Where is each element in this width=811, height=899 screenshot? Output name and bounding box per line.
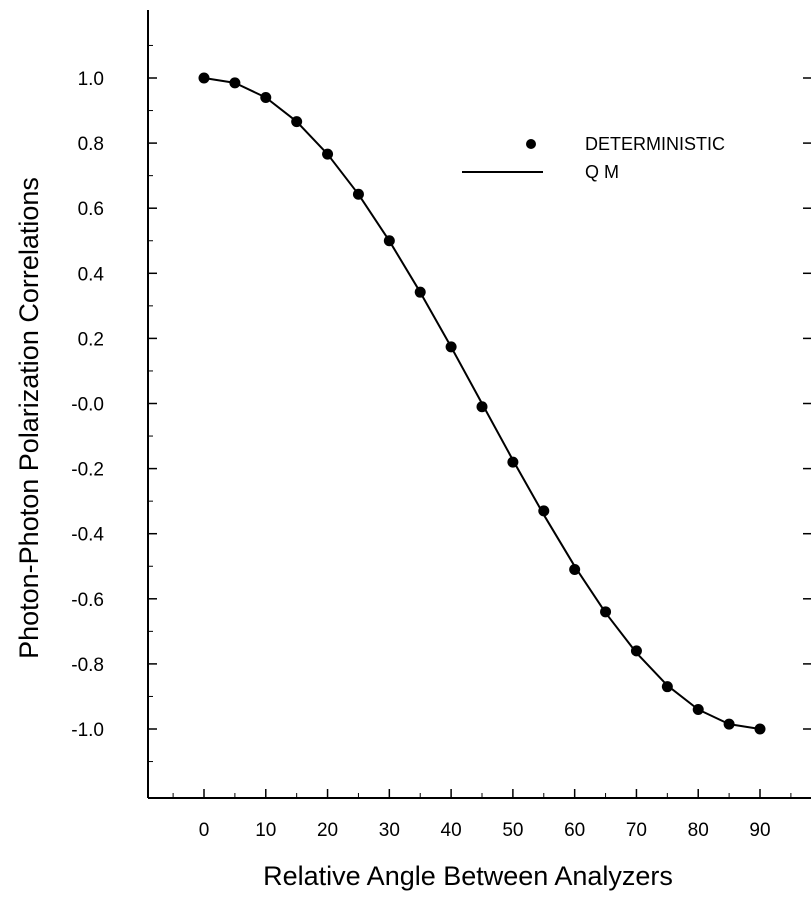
- deterministic-data-point: [445, 341, 457, 353]
- x-tick-label: 30: [379, 820, 400, 841]
- x-tick-label: 10: [255, 820, 276, 841]
- x-tick-label: 60: [564, 820, 585, 841]
- deterministic-data-point: [723, 718, 735, 730]
- legend-label-qm: Q M: [585, 162, 619, 182]
- y-tick-label: 0.6: [78, 199, 104, 220]
- y-tick-label: -0.0: [71, 395, 104, 416]
- y-tick-label: 1.0: [78, 69, 104, 90]
- x-tick-label: 40: [441, 820, 462, 841]
- deterministic-data-point: [322, 148, 334, 160]
- deterministic-data-point: [692, 703, 704, 715]
- deterministic-point-series: [198, 72, 766, 735]
- y-tick-label: -0.4: [71, 525, 104, 546]
- deterministic-data-point: [507, 456, 519, 468]
- y-tick-label: -0.2: [71, 460, 104, 481]
- y-tick-label: -0.8: [71, 655, 104, 676]
- y-tick-label: 0.4: [78, 264, 105, 285]
- deterministic-data-point: [260, 92, 272, 104]
- y-axis-title: Photon-Photon Polarization Correlations: [14, 177, 44, 659]
- y-tick-label: -0.6: [71, 590, 104, 611]
- deterministic-data-point: [569, 564, 581, 576]
- legend: DETERMINISTIC Q M: [462, 134, 725, 182]
- y-tick-label: -1.0: [71, 720, 104, 741]
- deterministic-data-point: [291, 116, 303, 128]
- x-tick-label: 70: [626, 820, 647, 841]
- y-tick-label: 0.2: [78, 329, 104, 350]
- y-tick-label: 0.8: [78, 134, 104, 155]
- x-tick-label: 0: [199, 820, 210, 841]
- deterministic-data-point: [414, 286, 426, 298]
- x-axis-title: Relative Angle Between Analyzers: [263, 861, 673, 891]
- legend-label-deterministic: DETERMINISTIC: [585, 134, 725, 154]
- deterministic-data-point: [630, 645, 642, 657]
- deterministic-data-point: [661, 681, 673, 693]
- deterministic-data-point: [352, 188, 364, 200]
- legend-marker-deterministic: [526, 139, 536, 149]
- deterministic-data-point: [476, 401, 488, 413]
- deterministic-data-point: [600, 606, 612, 618]
- x-tick-label: 20: [317, 820, 338, 841]
- deterministic-data-point: [229, 77, 241, 89]
- x-tick-label: 90: [749, 820, 770, 841]
- deterministic-data-point: [198, 72, 210, 84]
- deterministic-data-point: [538, 505, 550, 517]
- deterministic-data-point: [383, 235, 395, 247]
- x-tick-label: 50: [502, 820, 523, 841]
- deterministic-data-point: [754, 723, 766, 735]
- x-tick-label: 80: [688, 820, 709, 841]
- ticks: 1.0 0.8 0.6 0.4 0.2 -0.0 -0.2 -0.4 -0.6 -0.8 -1.0 0…: [71, 44, 811, 841]
